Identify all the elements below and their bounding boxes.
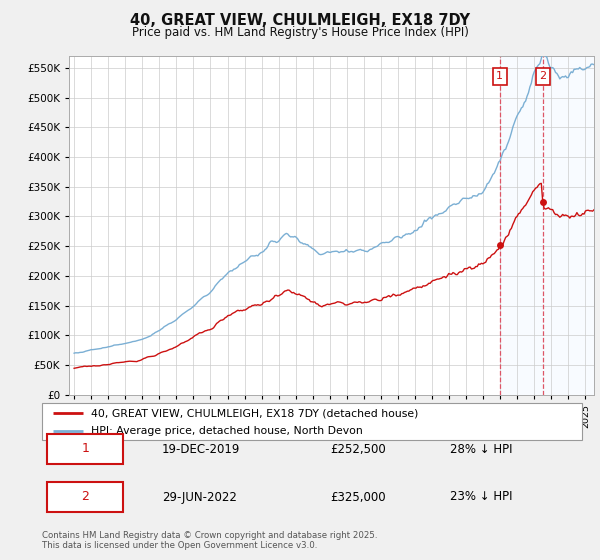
Text: 2: 2 bbox=[81, 490, 89, 503]
Text: 28% ↓ HPI: 28% ↓ HPI bbox=[450, 443, 512, 456]
Text: HPI: Average price, detached house, North Devon: HPI: Average price, detached house, Nort… bbox=[91, 426, 362, 436]
Text: 19-DEC-2019: 19-DEC-2019 bbox=[162, 443, 241, 456]
Text: 1: 1 bbox=[81, 442, 89, 455]
Text: 29-JUN-2022: 29-JUN-2022 bbox=[162, 491, 237, 503]
Text: 40, GREAT VIEW, CHULMLEIGH, EX18 7DY (detached house): 40, GREAT VIEW, CHULMLEIGH, EX18 7DY (de… bbox=[91, 408, 418, 418]
Bar bbox=[47, 434, 123, 464]
Text: 23% ↓ HPI: 23% ↓ HPI bbox=[450, 491, 512, 503]
Text: £252,500: £252,500 bbox=[330, 443, 386, 456]
Bar bbox=[500, 56, 594, 395]
Text: 2: 2 bbox=[539, 71, 546, 81]
Text: Contains HM Land Registry data © Crown copyright and database right 2025.
This d: Contains HM Land Registry data © Crown c… bbox=[42, 530, 377, 550]
Text: 1: 1 bbox=[496, 71, 503, 81]
Text: Price paid vs. HM Land Registry's House Price Index (HPI): Price paid vs. HM Land Registry's House … bbox=[131, 26, 469, 39]
Bar bbox=[47, 482, 123, 512]
Text: £325,000: £325,000 bbox=[330, 491, 386, 503]
Text: 40, GREAT VIEW, CHULMLEIGH, EX18 7DY: 40, GREAT VIEW, CHULMLEIGH, EX18 7DY bbox=[130, 13, 470, 28]
